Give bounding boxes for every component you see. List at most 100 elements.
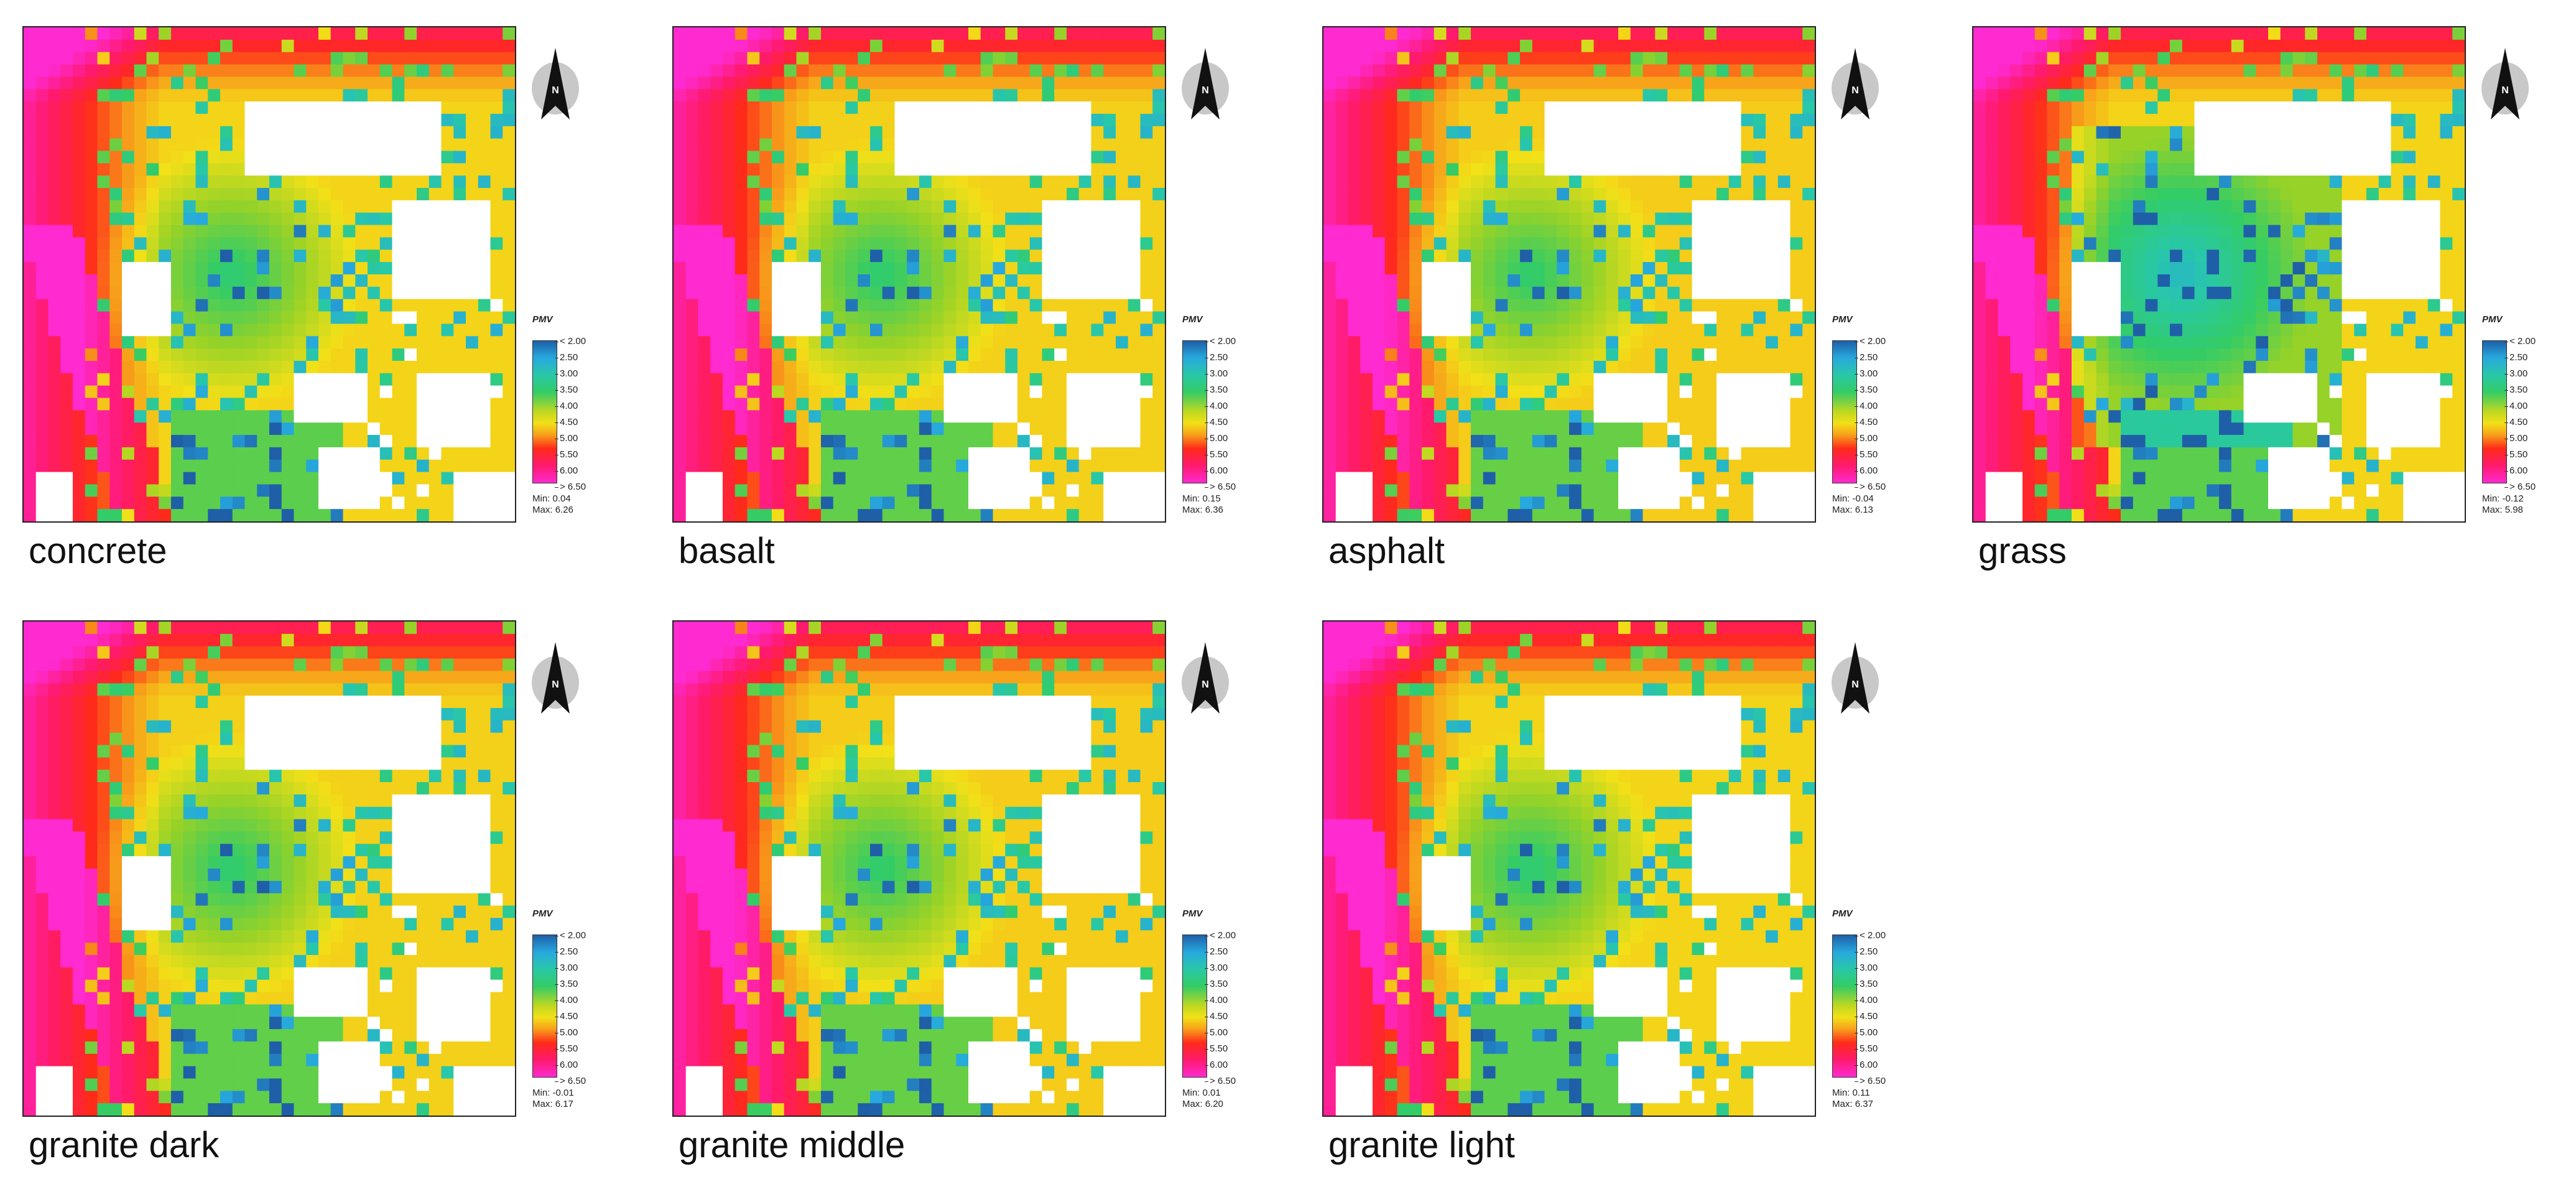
min-prefix: Min: bbox=[532, 493, 550, 504]
legend-label: < 2.00 bbox=[1204, 930, 1236, 941]
pmv-heatmap bbox=[1322, 26, 1816, 523]
pmv-heatmap bbox=[672, 620, 1166, 1117]
legend-min-max: Min: 0.01 Max: 6.20 bbox=[1182, 1088, 1223, 1110]
legend-color-bar bbox=[532, 340, 557, 483]
pmv-legend: PMV < 2.00 2.50 3.00 3.50 4.00 4.50 5.00… bbox=[1182, 314, 1269, 520]
material-caption: grass bbox=[1978, 531, 2067, 571]
legend-color-bar bbox=[1832, 340, 1857, 483]
legend-label: > 6.50 bbox=[1854, 482, 1886, 492]
legend-labels: < 2.00 2.50 3.00 3.50 4.00 4.50 5.00 5.5… bbox=[1854, 336, 1919, 492]
max-prefix: Max: bbox=[1182, 1099, 1203, 1109]
legend-label: 3.00 bbox=[1204, 368, 1228, 379]
pmv-heatmap bbox=[672, 26, 1166, 523]
pmv-legend: PMV < 2.00 2.50 3.00 3.50 4.00 4.50 5.00… bbox=[532, 908, 619, 1114]
max-prefix: Max: bbox=[532, 505, 553, 515]
pmv-heatmap bbox=[1322, 620, 1816, 1117]
legend-color-bar bbox=[2482, 340, 2507, 483]
legend-label: 4.50 bbox=[554, 1011, 578, 1022]
svg-text:N: N bbox=[1851, 85, 1859, 96]
legend-min-max: Min: 0.11 Max: 6.37 bbox=[1832, 1088, 1873, 1110]
material-caption: concrete bbox=[29, 531, 167, 571]
legend-label: < 2.00 bbox=[554, 336, 586, 347]
legend-min-max: Min: -0.04 Max: 6.13 bbox=[1832, 493, 1874, 516]
legend-color-bar bbox=[1182, 340, 1207, 483]
legend-min-max: Min: 0.15 Max: 6.36 bbox=[1182, 493, 1223, 516]
map-panel: N PMV < 2.00 2.50 3.00 3.50 4.00 4.50 5.… bbox=[1300, 594, 1947, 1179]
legend-title: PMV bbox=[1832, 908, 1853, 919]
legend-label: 4.50 bbox=[554, 417, 578, 427]
legend-label: 3.00 bbox=[554, 368, 578, 379]
legend-label: 5.00 bbox=[554, 433, 578, 444]
material-caption: granite dark bbox=[29, 1125, 220, 1165]
min-value: 0.01 bbox=[1202, 1088, 1221, 1098]
legend-label: 6.00 bbox=[1854, 1060, 1878, 1070]
legend-label: 5.50 bbox=[2504, 449, 2528, 460]
legend-label: < 2.00 bbox=[2504, 336, 2536, 347]
map-panel: N PMV < 2.00 2.50 3.00 3.50 4.00 4.50 5.… bbox=[650, 0, 1297, 585]
legend-min-max: Min: -0.12 Max: 5.98 bbox=[2482, 493, 2524, 516]
legend-label: > 6.50 bbox=[554, 482, 586, 492]
min-prefix: Min: bbox=[1832, 1088, 1850, 1098]
pmv-legend: PMV < 2.00 2.50 3.00 3.50 4.00 4.50 5.00… bbox=[2482, 314, 2569, 520]
legend-label: 6.00 bbox=[554, 465, 578, 476]
legend-label: 4.00 bbox=[1854, 401, 1878, 411]
min-prefix: Min: bbox=[532, 1088, 550, 1098]
legend-label: < 2.00 bbox=[1854, 930, 1886, 941]
legend-label: 3.00 bbox=[1854, 368, 1878, 379]
legend-color-bar bbox=[1182, 935, 1207, 1078]
legend-labels: < 2.00 2.50 3.00 3.50 4.00 4.50 5.00 5.5… bbox=[2504, 336, 2569, 492]
legend-label: 5.50 bbox=[1854, 1043, 1878, 1054]
legend-label: 5.00 bbox=[1204, 433, 1228, 444]
material-caption: asphalt bbox=[1328, 531, 1445, 571]
legend-title: PMV bbox=[532, 314, 553, 325]
min-prefix: Min: bbox=[2482, 493, 2500, 504]
legend-label: 3.50 bbox=[1854, 385, 1878, 395]
pmv-heatmap bbox=[22, 26, 516, 523]
svg-text:N: N bbox=[1202, 85, 1209, 96]
max-value: 6.36 bbox=[1205, 505, 1223, 515]
min-value: 0.04 bbox=[552, 493, 571, 504]
min-value: -0.04 bbox=[1852, 493, 1874, 504]
legend-label: 5.00 bbox=[554, 1027, 578, 1038]
legend-label: 3.00 bbox=[554, 963, 578, 973]
legend-min-max: Min: -0.01 Max: 6.17 bbox=[532, 1088, 574, 1110]
legend-label: 2.50 bbox=[1204, 946, 1228, 957]
legend-label: > 6.50 bbox=[2504, 482, 2536, 492]
map-panel: N PMV < 2.00 2.50 3.00 3.50 4.00 4.50 5.… bbox=[0, 0, 647, 585]
legend-label: 4.50 bbox=[1854, 1011, 1878, 1022]
min-value: 0.11 bbox=[1852, 1088, 1870, 1098]
map-panel: N PMV < 2.00 2.50 3.00 3.50 4.00 4.50 5.… bbox=[1300, 0, 1947, 585]
legend-label: > 6.50 bbox=[1204, 482, 1236, 492]
legend-label: 2.50 bbox=[1854, 352, 1878, 363]
max-value: 6.17 bbox=[555, 1099, 573, 1109]
legend-label: 3.00 bbox=[2504, 368, 2528, 379]
legend-labels: < 2.00 2.50 3.00 3.50 4.00 4.50 5.00 5.5… bbox=[554, 336, 619, 492]
legend-label: 5.50 bbox=[1854, 449, 1878, 460]
legend-label: 5.50 bbox=[554, 449, 578, 460]
legend-label: 4.50 bbox=[1854, 417, 1878, 427]
legend-title: PMV bbox=[1182, 314, 1203, 325]
max-prefix: Max: bbox=[2482, 505, 2503, 515]
north-arrow-icon: N bbox=[1171, 620, 1239, 720]
legend-label: 5.00 bbox=[1204, 1027, 1228, 1038]
legend-min-max: Min: 0.04 Max: 6.26 bbox=[532, 493, 573, 516]
max-value: 6.13 bbox=[1855, 505, 1873, 515]
map-panel: N PMV < 2.00 2.50 3.00 3.50 4.00 4.50 5.… bbox=[0, 594, 647, 1179]
north-arrow-icon: N bbox=[521, 26, 590, 126]
max-prefix: Max: bbox=[1182, 505, 1203, 515]
legend-label: 4.00 bbox=[2504, 401, 2528, 411]
north-arrow-icon: N bbox=[2471, 26, 2539, 126]
map-panel: N PMV < 2.00 2.50 3.00 3.50 4.00 4.50 5.… bbox=[650, 594, 1297, 1179]
legend-label: 4.00 bbox=[1204, 995, 1228, 1005]
legend-label: < 2.00 bbox=[1854, 336, 1886, 347]
legend-label: 3.00 bbox=[1854, 963, 1878, 973]
legend-title: PMV bbox=[2482, 314, 2503, 325]
pmv-heatmap bbox=[1972, 26, 2466, 523]
legend-labels: < 2.00 2.50 3.00 3.50 4.00 4.50 5.00 5.5… bbox=[554, 931, 619, 1086]
pmv-legend: PMV < 2.00 2.50 3.00 3.50 4.00 4.50 5.00… bbox=[1182, 908, 1269, 1114]
north-arrow-icon: N bbox=[521, 620, 590, 720]
legend-label: 4.50 bbox=[1204, 1011, 1228, 1022]
min-prefix: Min: bbox=[1182, 1088, 1200, 1098]
max-value: 6.26 bbox=[555, 505, 573, 515]
